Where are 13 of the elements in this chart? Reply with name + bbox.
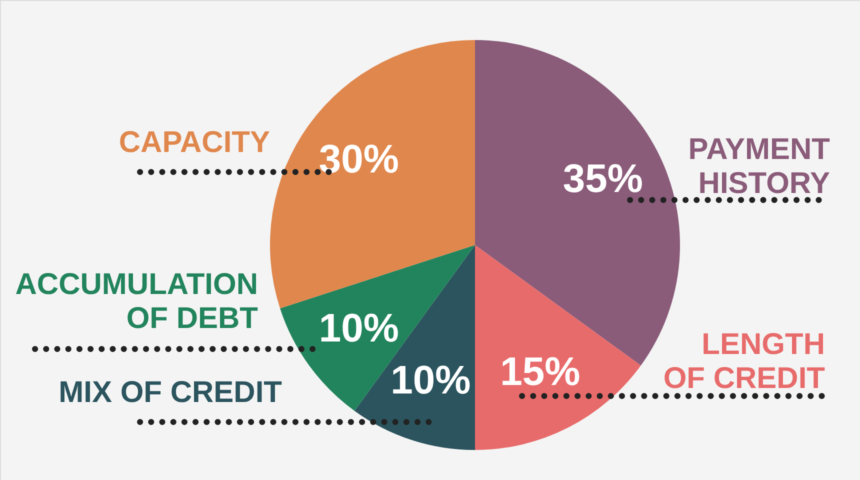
data-label: 10% (390, 358, 471, 402)
pie-slice (280, 245, 475, 411)
pie-slice (475, 245, 641, 450)
slice-label: PAYMENT HISTORY (688, 133, 830, 200)
slice-label: MIX OF CREDIT (58, 376, 282, 409)
data-label: 10% (318, 306, 399, 350)
slice-label: ACCUMULATION OF DEBT (15, 268, 258, 335)
pie-slice (270, 40, 475, 308)
data-label: 35% (562, 156, 643, 201)
slice-label: CAPACITY (118, 126, 270, 159)
data-label: 15% (500, 350, 580, 394)
data-label: 30% (318, 138, 399, 182)
slice-label: LENGTH OF CREDIT (663, 328, 825, 395)
